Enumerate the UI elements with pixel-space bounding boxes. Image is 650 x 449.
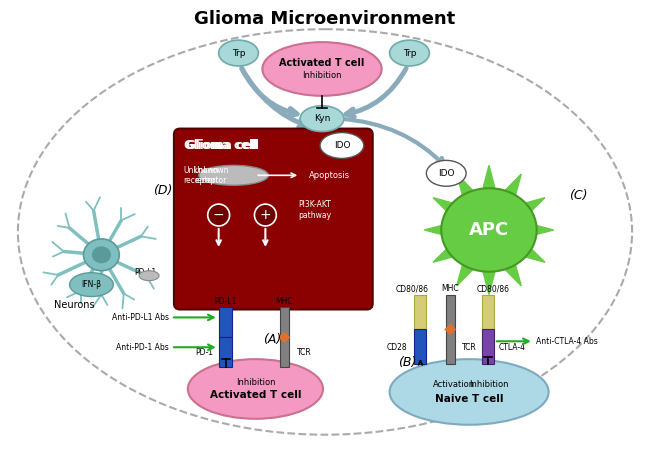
Ellipse shape [320, 132, 364, 158]
Ellipse shape [70, 273, 113, 296]
Text: CD28: CD28 [387, 343, 408, 352]
Text: Anti-CTLA-4 Abs: Anti-CTLA-4 Abs [536, 337, 597, 346]
Polygon shape [433, 198, 456, 214]
Ellipse shape [300, 106, 344, 132]
Bar [415, 330, 426, 364]
Polygon shape [433, 246, 456, 262]
Bar [218, 308, 231, 337]
Ellipse shape [18, 29, 632, 435]
Ellipse shape [139, 271, 159, 281]
Text: CD80/86: CD80/86 [396, 284, 429, 293]
Ellipse shape [83, 239, 120, 271]
Bar [280, 308, 289, 337]
Ellipse shape [92, 247, 111, 263]
Polygon shape [522, 246, 545, 262]
Polygon shape [522, 198, 545, 214]
Polygon shape [504, 263, 521, 286]
Circle shape [208, 204, 229, 226]
Ellipse shape [218, 40, 259, 66]
Text: TCR: TCR [297, 348, 312, 357]
Ellipse shape [441, 188, 537, 272]
FancyBboxPatch shape [174, 128, 372, 309]
Text: Inhibition: Inhibition [469, 379, 509, 388]
Ellipse shape [199, 165, 268, 185]
Polygon shape [483, 272, 495, 295]
Text: receptor: receptor [194, 176, 226, 185]
Text: Glioma cell: Glioma cell [186, 139, 259, 152]
Bar [482, 295, 494, 330]
Circle shape [254, 204, 276, 226]
Text: CD80/86: CD80/86 [476, 284, 510, 293]
FancyArrowPatch shape [242, 68, 307, 127]
Bar [415, 295, 426, 330]
Text: +: + [259, 208, 271, 222]
Text: Unknown
receptor: Unknown receptor [183, 166, 218, 185]
Text: Glioma cell: Glioma cell [184, 139, 257, 152]
Text: Activated T cell: Activated T cell [210, 390, 301, 400]
Bar [447, 330, 455, 364]
Text: IDO: IDO [333, 141, 350, 150]
Text: Naive T cell: Naive T cell [435, 394, 503, 404]
Text: CTLA-4: CTLA-4 [499, 343, 526, 352]
Text: PI3K-AKT
pathway: PI3K-AKT pathway [298, 200, 332, 220]
Text: TCR: TCR [462, 343, 477, 352]
Polygon shape [457, 174, 473, 197]
Ellipse shape [426, 160, 466, 186]
Text: PD-L1: PD-L1 [134, 268, 157, 277]
Text: PD-L1: PD-L1 [214, 297, 237, 306]
Text: Neurons: Neurons [54, 299, 94, 309]
Text: IFN-β: IFN-β [81, 280, 101, 289]
Bar [482, 330, 494, 364]
Text: Activation: Activation [433, 379, 475, 388]
Text: Inhibition: Inhibition [236, 378, 275, 387]
Text: APC: APC [469, 221, 509, 239]
Ellipse shape [389, 359, 549, 425]
Text: Kyn: Kyn [314, 114, 330, 123]
Text: Trp: Trp [232, 48, 245, 57]
Polygon shape [504, 174, 521, 197]
Text: MHC: MHC [276, 297, 293, 306]
Text: Trp: Trp [403, 48, 416, 57]
Text: Activated T cell: Activated T cell [280, 58, 365, 68]
Text: Apoptosis: Apoptosis [309, 171, 350, 180]
Bar [447, 295, 455, 330]
Bar [218, 337, 231, 367]
Polygon shape [530, 224, 554, 236]
Text: PD-1: PD-1 [196, 348, 214, 357]
FancyArrowPatch shape [242, 68, 297, 116]
FancyArrowPatch shape [341, 119, 444, 165]
Text: Unknown: Unknown [194, 166, 229, 175]
Text: (A): (A) [263, 333, 281, 346]
Polygon shape [278, 331, 290, 343]
Text: IDO: IDO [438, 169, 454, 178]
Text: Anti-PD-1 Abs: Anti-PD-1 Abs [116, 343, 169, 352]
Polygon shape [424, 224, 447, 236]
Text: (B): (B) [398, 356, 417, 369]
Text: Glioma Microenvironment: Glioma Microenvironment [194, 10, 456, 28]
Ellipse shape [263, 42, 382, 96]
Text: −: − [213, 208, 224, 222]
Bar [280, 337, 289, 367]
Text: (D): (D) [153, 184, 173, 197]
Ellipse shape [389, 40, 430, 66]
Polygon shape [444, 323, 456, 335]
Polygon shape [457, 263, 473, 286]
Text: MHC: MHC [441, 284, 459, 293]
Text: Anti-PD-L1 Abs: Anti-PD-L1 Abs [112, 313, 169, 322]
Text: (C): (C) [569, 189, 588, 202]
Polygon shape [483, 165, 495, 188]
Text: Inhibition: Inhibition [302, 71, 342, 80]
FancyArrowPatch shape [346, 68, 406, 117]
Ellipse shape [188, 359, 323, 419]
